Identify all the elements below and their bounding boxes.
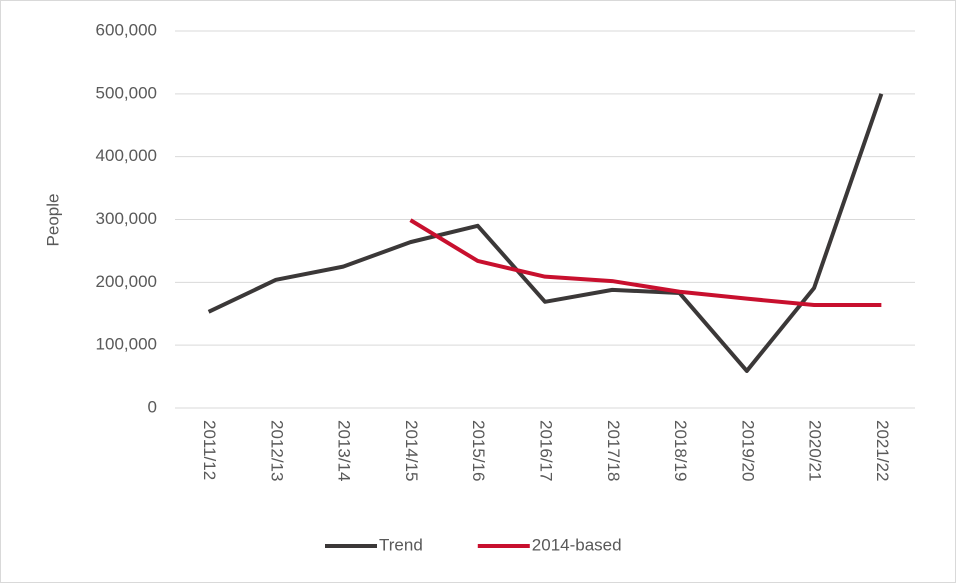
y-tick-label: 600,000 <box>96 20 157 39</box>
x-tick-label: 2021/22 <box>873 420 892 481</box>
y-tick-label: 200,000 <box>96 272 157 291</box>
y-axis-label: People <box>43 194 62 247</box>
x-tick-label: 2017/18 <box>604 420 623 481</box>
y-tick-label: 500,000 <box>96 83 157 102</box>
y-tick-label: 0 <box>148 397 157 416</box>
series-line <box>207 93 884 373</box>
x-tick-label: 2014/15 <box>402 420 421 481</box>
x-tick-label: 2016/17 <box>537 420 556 481</box>
legend-label: 2014-based <box>532 535 622 554</box>
x-tick-label: 2015/16 <box>469 420 488 481</box>
legend-label: Trend <box>379 535 423 554</box>
x-tick-label: 2011/12 <box>200 420 219 480</box>
y-tick-label: 400,000 <box>96 146 157 165</box>
x-tick-label: 2018/19 <box>671 420 690 481</box>
x-tick-label: 2012/13 <box>267 420 286 481</box>
x-tick-label: 2013/14 <box>335 420 354 481</box>
x-tick-label: 2019/20 <box>738 420 757 481</box>
y-tick-label: 300,000 <box>96 209 157 228</box>
x-tick-label: 2020/21 <box>806 420 825 481</box>
y-tick-label: 100,000 <box>96 335 157 354</box>
series-line <box>409 218 882 307</box>
